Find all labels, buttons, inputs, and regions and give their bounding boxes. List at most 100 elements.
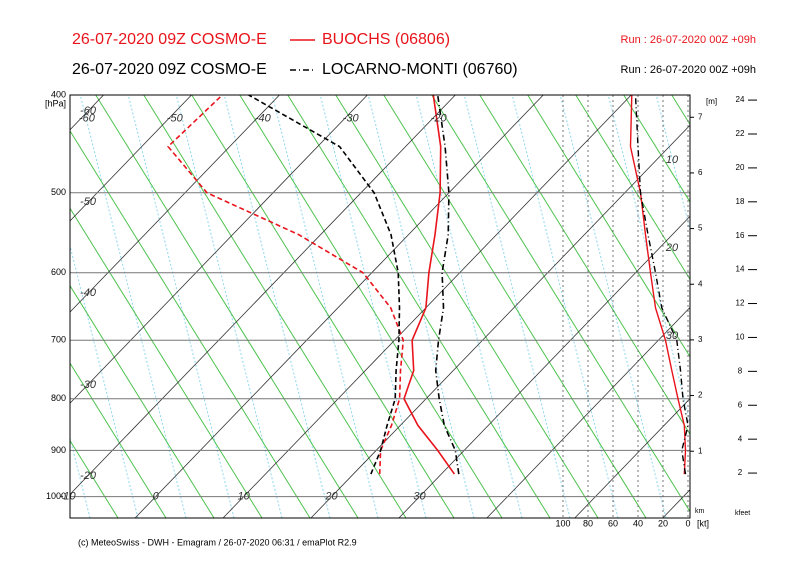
isotherm-label: -20 [431,112,448,124]
moist-adiabat [70,243,139,518]
mixing-ratio-label: 10 [666,154,679,166]
wind-unit: [kt] [697,518,709,528]
kfeet-tick-label: 4 [738,434,743,443]
isotherm-label: -30 [80,379,97,391]
isotherm-label: 20 [324,491,338,503]
footer: (c) MeteoSwiss - DWH - Emagram / 26-07-2… [78,537,357,547]
height-unit: [m] [706,97,717,106]
isotherm-label: -50 [80,196,97,208]
moist-adiabat [175,95,283,518]
dry-adiabat [287,95,551,518]
model-label: 26-07-2020 09Z COSMO-E [72,61,267,78]
isotherm-label: -60 [80,105,97,117]
legend-label: LOCARNO-MONTI (06760) [322,61,518,78]
wind-tick-label: 20 [658,518,668,528]
dry-adiabat [575,95,690,281]
km-tick-label: 6 [698,168,703,177]
run-label: Run : 26-07-2020 00Z +09h [621,64,756,76]
dry-adiabat [527,95,690,358]
profiles [167,95,689,475]
kfeet-tick-label: 20 [736,163,745,172]
isotherm-label: -60 [79,112,96,124]
wind-tick-label: 80 [583,518,593,528]
moist-adiabat [79,95,187,518]
moist-adiabat [367,95,475,518]
kfeet-tick-label: 14 [736,265,745,274]
y-unit: [hPa] [45,98,66,108]
isotherm-label: -50 [167,112,184,124]
legend-label: BUOCHS (06806) [322,31,450,48]
y-tick-label: 800 [51,393,66,403]
moist-adiabat [127,95,235,518]
moist-adiabat [223,95,331,518]
dry-adiabat [335,95,599,518]
dry-adiabat [623,95,690,203]
kfeet-tick-label: 2 [738,468,743,477]
mixing-ratio-label: 30 [666,330,679,342]
wind-tick-label: 100 [555,518,570,528]
dry-adiabat [70,129,311,518]
kfeet-tick-label: 24 [736,95,745,104]
km-tick-label: 7 [698,112,703,121]
grid [70,95,690,518]
isotherm [574,398,690,518]
y-tick-label: 600 [51,267,66,277]
wind-tick-label: 40 [633,518,643,528]
wind-speed-profile [629,95,687,475]
kfeet-label: kfeet [735,510,750,517]
dry-adiabat [143,95,407,518]
isotherm-label: -30 [343,112,360,124]
moist-adiabat [511,95,619,518]
kfeet-tick-label: 22 [736,129,745,138]
y-tick-label: 500 [51,187,66,197]
wind-tick-label: 0 [685,518,690,528]
y-tick-label: 700 [51,335,66,345]
y-tick-label: 1000 [46,491,66,501]
isotherm [70,95,456,495]
km-tick-label: 1 [698,446,703,455]
moist-adiabat [463,95,571,518]
isotherm-label: -40 [80,287,97,299]
km-tick-label: 2 [698,391,703,400]
kfeet-tick-label: 8 [738,366,743,375]
isotherm-label: 10 [237,491,250,503]
dry-adiabat [95,95,359,518]
km-tick-label: 4 [698,279,703,288]
kfeet-tick-label: 10 [736,333,745,342]
dewpoint-profile [248,95,401,475]
dry-adiabat [70,207,263,518]
isotherm-label: 30 [413,491,426,503]
isotherm [486,306,690,518]
dry-adiabat [70,284,215,518]
wind-tick-label: 60 [608,518,618,528]
isotherm [398,215,690,518]
run-label: Run : 26-07-2020 00Z +09h [621,34,756,46]
isotherm-label: 0 [153,491,160,503]
kfeet-tick-label: 16 [736,231,745,240]
dry-adiabat [70,362,167,518]
isotherm [70,95,368,404]
kfeet-tick-label: 18 [736,197,745,206]
mixing-ratio-label: 20 [665,242,679,254]
isotherm [310,124,690,518]
isotherm-label: -20 [80,470,97,482]
moist-adiabat [559,95,667,518]
y-tick-label: 900 [51,445,66,455]
km-tick-label: 3 [698,335,703,344]
dry-adiabat [191,95,455,518]
dry-adiabat [479,95,690,436]
km-tick-label: 5 [698,224,703,233]
isotherm-label: -10 [60,491,77,503]
plot-frame [69,94,691,519]
moist-adiabat [415,95,523,518]
y-tick-label: 400 [51,89,66,99]
temperature-profile [403,95,456,475]
moist-adiabat [319,95,427,518]
isotherm [134,95,544,518]
isotherm-label: -40 [255,112,272,124]
isotherm [70,95,280,313]
model-label: 26-07-2020 09Z COSMO-E [72,31,267,48]
